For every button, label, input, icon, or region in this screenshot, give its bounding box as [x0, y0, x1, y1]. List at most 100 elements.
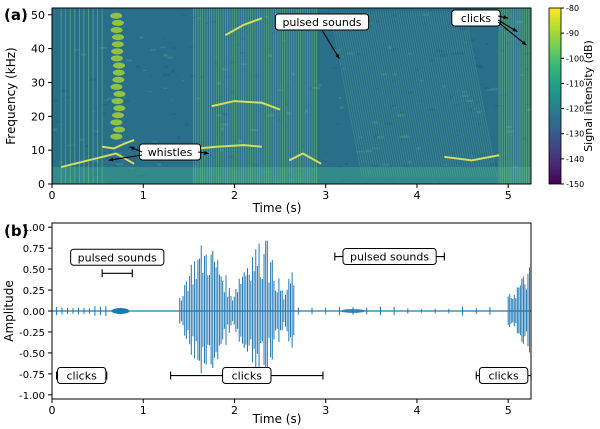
spectrogram-texture: [108, 150, 113, 152]
pulsed-striation: [464, 11, 498, 178]
spectrogram-texture: [465, 99, 473, 103]
y-tick-label: -0.50: [19, 349, 45, 360]
spectrogram-texture: [162, 73, 170, 77]
spectrogram-texture: [391, 80, 394, 82]
x-tick-label: 2: [231, 189, 238, 202]
whistle-contour: [60, 152, 135, 169]
spectrogram-texture: [415, 69, 419, 71]
pulsed-striation: [345, 11, 379, 178]
spectrogram-texture: [172, 46, 176, 49]
whistle-contour: [444, 154, 500, 162]
spectrogram-texture: [407, 53, 412, 55]
spectrogram-texture: [268, 53, 273, 57]
spectrogram-texture: [338, 96, 342, 99]
spectrogram-texture: [332, 67, 338, 69]
arrow-whistles-head: [204, 150, 209, 155]
pulsed-striation: [407, 11, 441, 178]
spectrogram-texture: [254, 74, 258, 77]
spectrogram-texture: [116, 162, 124, 166]
colorbar-ticks: -80 -90 -100 -110 -120 -130 -140 -150: [561, 4, 584, 189]
pulsed-striation: [370, 11, 404, 178]
whistle-column-blob: [110, 12, 123, 19]
spectrogram-texture: [526, 103, 531, 106]
pulsed-striation: [418, 11, 452, 178]
spectrogram-texture: [435, 49, 443, 53]
x-tick-label: 3: [322, 189, 329, 202]
spectrogram-annotations: whistles pulsed sounds clicks: [108, 9, 527, 162]
spectrogram-texture: [342, 67, 346, 70]
pulsed-striation: [348, 11, 381, 178]
spectrogram-texture: [286, 111, 291, 115]
spectrogram-texture: [74, 49, 80, 51]
whistle-column-blob: [113, 62, 126, 69]
pulsed-striation: [389, 11, 422, 178]
spectrogram-texture: [430, 59, 435, 62]
pulsed-striation: [366, 11, 400, 178]
pulsed-striation: [434, 11, 468, 178]
spectrogram-texture: [483, 86, 489, 89]
x-tick-label: 4: [413, 404, 420, 417]
pulsed-striation: [339, 11, 372, 178]
x-tick-label: 0: [49, 189, 56, 202]
spectrogram-texture: [92, 110, 95, 113]
spectrogram-texture: [136, 65, 140, 68]
spectrogram-texture: [177, 136, 181, 140]
spectrogram-texture: [490, 163, 497, 166]
spectrogram-texture: [104, 99, 109, 101]
spectrogram-texture: [461, 91, 467, 93]
whistle-column-blob: [110, 55, 123, 62]
spectrogram-texture: [125, 59, 133, 62]
y-tick-label: 30: [31, 76, 45, 89]
pulsed-striation: [428, 11, 461, 178]
colorbar-tick-label: -120: [566, 105, 584, 114]
spectrogram-texture: [423, 22, 427, 25]
pulsed-striation: [355, 11, 388, 178]
spectrogram-texture: [334, 49, 341, 52]
pulsed-striation: [409, 11, 443, 178]
spectrogram-texture: [356, 150, 365, 153]
whistle-column-blob: [110, 83, 123, 90]
spectrogram-texture: [97, 160, 100, 163]
spectrogram-texture: [449, 95, 453, 99]
whistle-contour: [102, 139, 135, 150]
spectrogram-texture: [407, 160, 412, 164]
x-tick-label: 0: [49, 404, 56, 417]
annotation-clicks: clicks: [451, 9, 501, 27]
spectrogram-texture: [428, 108, 435, 112]
whistle-column-blob: [110, 133, 123, 140]
pulsed-striation: [386, 11, 420, 178]
panel-label-b: (b): [4, 222, 28, 240]
x-tick-label: 5: [505, 404, 512, 417]
pulsed-striation: [441, 11, 475, 178]
whistle-column-blob: [111, 41, 124, 48]
y-tick-label: 0.75: [23, 244, 45, 255]
spectrogram-texture: [393, 73, 398, 76]
spectrogram-texture: [55, 120, 61, 123]
spectrogram-texture: [490, 88, 499, 91]
whistle-column-blob: [113, 126, 126, 133]
pulsed-striation: [380, 11, 413, 178]
spectrogram-texture: [222, 112, 229, 116]
colorbar-label: Signal intensity (dB): [582, 40, 595, 152]
spectrogram-texture: [304, 109, 308, 113]
pulsed-striation: [384, 11, 418, 178]
spectrogram-texture: [163, 87, 168, 90]
spectrogram-texture: [168, 42, 172, 44]
spectrogram-texture: [252, 163, 259, 167]
spectrogram-texture: [220, 122, 229, 126]
spectrogram-texture: [219, 149, 224, 152]
x-tick-label: 5: [505, 189, 512, 202]
spectrogram-texture: [499, 49, 504, 52]
y-tick-label: 50: [31, 9, 45, 22]
spectrogram-texture: [142, 69, 147, 72]
spectrogram-texture: [433, 54, 436, 57]
arrow-whistles-head: [108, 157, 114, 162]
spectrogram-texture: [200, 75, 203, 78]
spectrogram-texture: [391, 14, 398, 17]
whistle-column-blob: [111, 98, 124, 105]
spectrogram-texture: [466, 107, 471, 109]
pulsed-striation: [361, 11, 395, 178]
spectrogram-texture: [385, 122, 393, 125]
spectrogram-texture: [237, 140, 242, 143]
